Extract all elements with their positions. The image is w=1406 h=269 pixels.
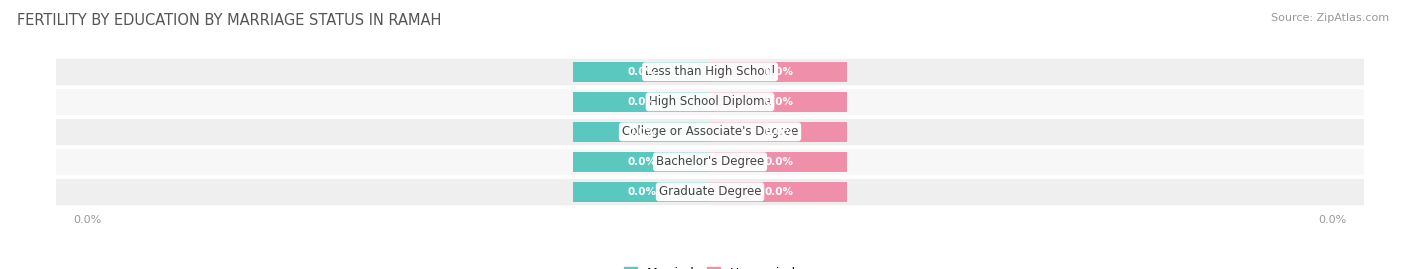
Text: Bachelor's Degree: Bachelor's Degree [657,155,763,168]
Bar [574,152,710,172]
Bar [574,182,710,202]
Text: 0.0%: 0.0% [763,187,793,197]
Legend: Married, Unmarried: Married, Unmarried [619,262,801,269]
Bar [710,62,846,82]
Text: 0.0%: 0.0% [627,187,657,197]
Text: 0.0%: 0.0% [763,157,793,167]
Text: 0.0%: 0.0% [627,127,657,137]
Bar [56,59,1364,84]
Bar [710,152,846,172]
Bar [56,179,1364,204]
Text: 0.0%: 0.0% [627,157,657,167]
Bar [56,119,1364,144]
Text: Less than High School: Less than High School [645,65,775,78]
Text: College or Associate's Degree: College or Associate's Degree [621,125,799,138]
Bar [56,89,1364,114]
Bar [574,62,710,82]
Bar [710,182,846,202]
Text: 0.0%: 0.0% [763,127,793,137]
Bar [574,92,710,112]
Text: 0.0%: 0.0% [627,97,657,107]
Text: 0.0%: 0.0% [763,97,793,107]
Text: Source: ZipAtlas.com: Source: ZipAtlas.com [1271,13,1389,23]
Bar [710,122,846,142]
Bar [574,122,710,142]
Text: 0.0%: 0.0% [627,67,657,77]
Bar [56,149,1364,174]
Text: FERTILITY BY EDUCATION BY MARRIAGE STATUS IN RAMAH: FERTILITY BY EDUCATION BY MARRIAGE STATU… [17,13,441,29]
Text: High School Diploma: High School Diploma [648,95,772,108]
Bar [710,92,846,112]
Text: 0.0%: 0.0% [763,67,793,77]
Text: Graduate Degree: Graduate Degree [659,185,761,198]
